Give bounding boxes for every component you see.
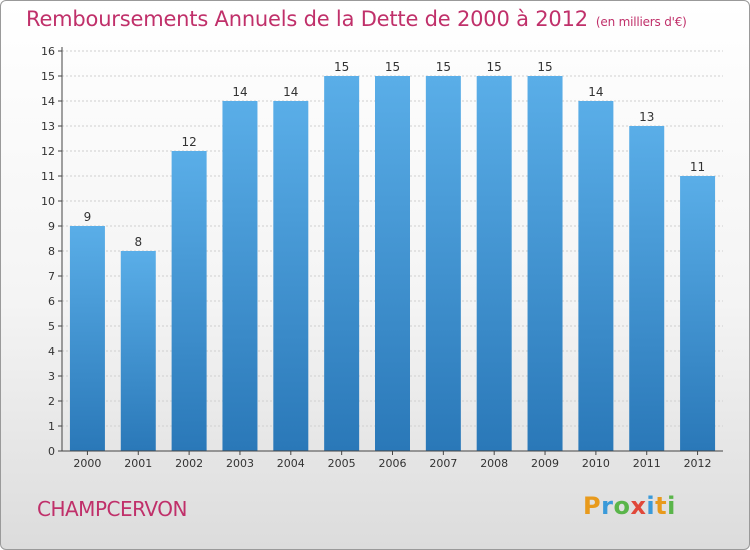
y-tick-label: 15 — [41, 70, 55, 83]
logo-letter: t — [655, 492, 668, 520]
logo-letter: x — [630, 492, 647, 520]
y-tick-label: 12 — [41, 145, 55, 158]
proxiti-logo: Proxiti — [583, 492, 676, 520]
value-label: 14 — [588, 85, 603, 99]
value-label: 15 — [537, 60, 552, 74]
logo-letter: i — [667, 492, 676, 520]
bar-2002 — [171, 151, 207, 451]
bar-2005 — [324, 76, 360, 451]
title-text: Remboursements Annuels de la Dette de 20… — [26, 7, 588, 31]
bar-2012 — [680, 176, 716, 451]
logo-letter: o — [613, 492, 631, 520]
x-tick-label: 2007 — [429, 457, 457, 470]
x-tick-label: 2003 — [226, 457, 254, 470]
y-tick-label: 11 — [41, 170, 55, 183]
x-tick-label: 2008 — [480, 457, 508, 470]
x-tick-label: 2004 — [277, 457, 305, 470]
y-tick-label: 2 — [48, 395, 55, 408]
x-tick-label: 2002 — [175, 457, 203, 470]
bar-2010 — [578, 101, 614, 451]
value-label: 12 — [181, 135, 196, 149]
y-tick-label: 5 — [48, 320, 55, 333]
value-label: 14 — [283, 85, 298, 99]
bar-2006 — [375, 76, 410, 451]
logo-letter: i — [646, 492, 656, 520]
y-tick-label: 7 — [48, 270, 55, 283]
bar-2004 — [273, 101, 309, 451]
bar-2011 — [629, 126, 665, 451]
y-tick-label: 6 — [48, 295, 55, 308]
x-tick-label: 2010 — [582, 457, 610, 470]
x-tick-label: 2001 — [124, 457, 152, 470]
y-tick-label: 9 — [48, 220, 55, 233]
x-tick-label: 2006 — [379, 457, 407, 470]
logo-letter: r — [601, 492, 614, 520]
logo-letter: P — [583, 492, 602, 520]
bar-2001 — [120, 251, 156, 451]
value-label: 15 — [436, 60, 451, 74]
y-tick-label: 13 — [41, 120, 55, 133]
x-tick-label: 2012 — [684, 457, 712, 470]
value-label: 15 — [487, 60, 502, 74]
bar-2003 — [222, 101, 258, 451]
value-label: 11 — [690, 160, 705, 174]
value-label: 13 — [639, 110, 654, 124]
y-tick-label: 16 — [41, 45, 55, 58]
bar-2008 — [476, 76, 512, 451]
value-labels: 9 8 12 14 14 15 15 15 15 15 14 13 11 — [84, 60, 706, 249]
value-label: 15 — [385, 60, 400, 74]
bar-2007 — [425, 76, 461, 451]
y-tick-label: 1 — [48, 420, 55, 433]
x-tick-label: 2000 — [73, 457, 101, 470]
value-label: 15 — [334, 60, 349, 74]
y-tick-label: 14 — [41, 95, 55, 108]
unit-label: (en milliers d'€) — [595, 15, 687, 29]
y-tick-label: 0 — [48, 445, 55, 458]
chart-title: Remboursements Annuels de la Dette de 20… — [26, 7, 687, 31]
value-label: 8 — [134, 235, 142, 249]
bar-2009 — [527, 76, 563, 451]
bars — [69, 76, 716, 451]
value-label: 9 — [84, 210, 92, 224]
x-tick-label: 2011 — [633, 457, 661, 470]
city-name: CHAMPCERVON — [37, 497, 187, 521]
y-tick-label: 3 — [48, 370, 55, 383]
y-tick-label: 10 — [41, 195, 55, 208]
x-tick-label: 2009 — [531, 457, 559, 470]
y-tick-label: 4 — [48, 345, 55, 358]
value-label: 14 — [232, 85, 247, 99]
y-tick-label: 8 — [48, 245, 55, 258]
bar-2000 — [69, 226, 105, 451]
x-tick-label: 2005 — [328, 457, 356, 470]
